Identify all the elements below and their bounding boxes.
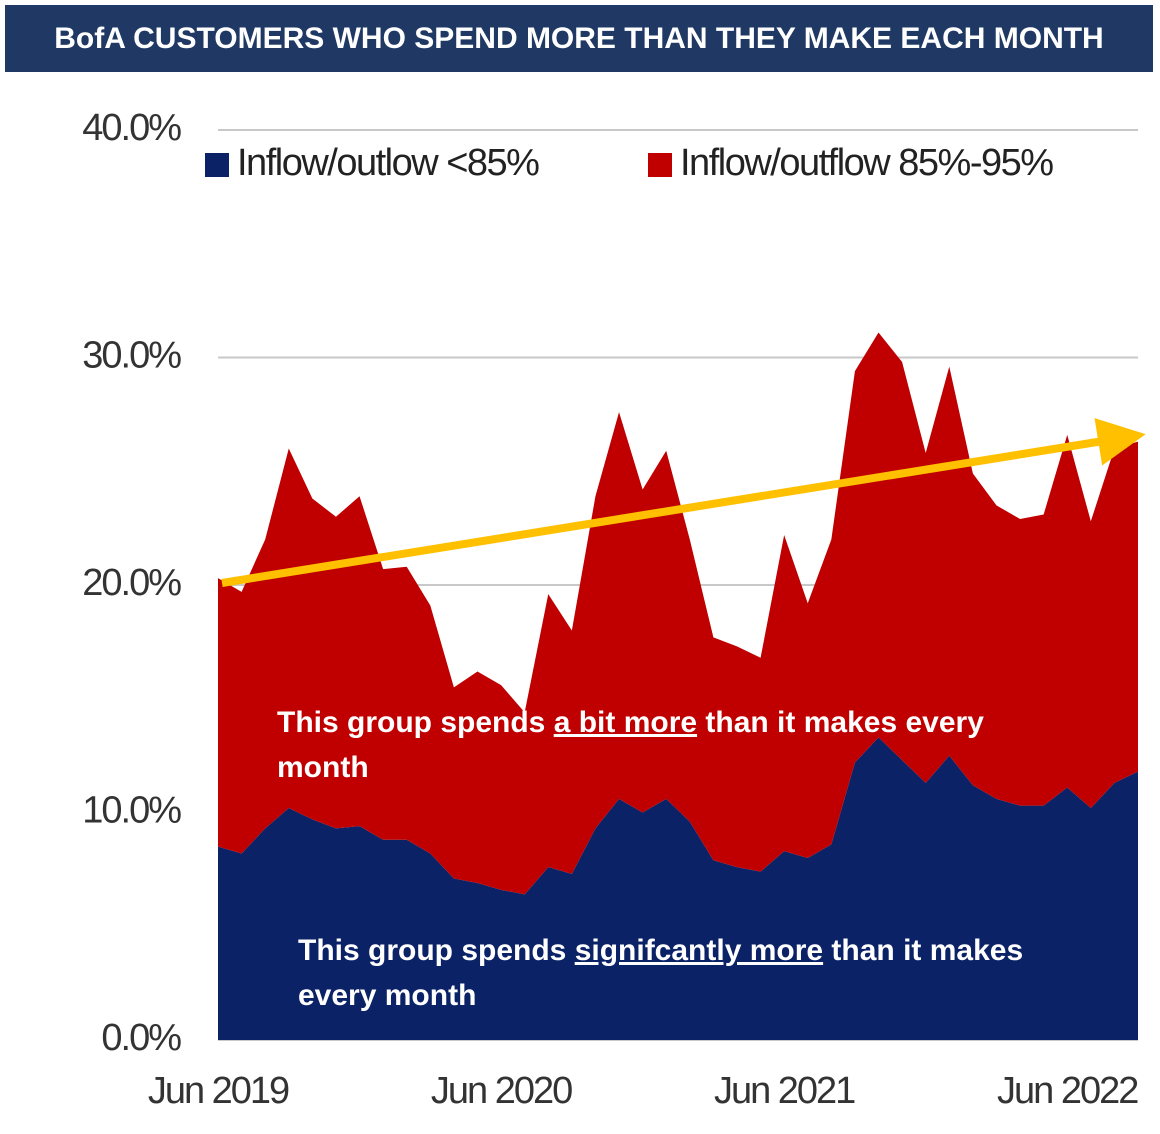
y-tick-label: 0.0% [101, 1017, 181, 1059]
legend-swatch [205, 153, 229, 177]
chart-title: BofA CUSTOMERS WHO SPEND MORE THAN THEY … [54, 21, 1104, 55]
y-tick-label: 40.0% [82, 107, 181, 149]
legend-label: Inflow/outlow <85% [237, 142, 539, 184]
trend-arrow [221, 418, 1146, 587]
title-banner: BofA CUSTOMERS WHO SPEND MORE THAN THEY … [5, 5, 1153, 72]
annotation-emphasis: signifcantly more [574, 934, 824, 967]
x-tick-label: Jun 2020 [431, 1070, 572, 1112]
x-tick-label: Jun 2021 [714, 1070, 855, 1112]
legend-swatch [648, 153, 672, 177]
annotation-text: than it makes every month [277, 706, 984, 784]
area [218, 737, 1138, 1040]
y-tick-label: 20.0% [82, 562, 181, 604]
annotation-text: This group spends [277, 706, 554, 739]
annotation-emphasis: a bit more [553, 706, 698, 739]
legend-label: Inflow/outflow 85%-95% [680, 142, 1053, 184]
x-tick-label: Jun 2022 [997, 1070, 1138, 1112]
y-tick-label: 10.0% [82, 790, 181, 832]
annotation: This group spends signifcantly more than… [298, 928, 1098, 1018]
y-tick-label: 30.0% [82, 335, 181, 377]
annotation-text: This group spends [298, 934, 575, 967]
annotation-text: than it makes every month [298, 934, 1024, 1012]
annotation: This group spends a bit more than it mak… [277, 700, 1067, 790]
x-tick-label: Jun 2019 [148, 1070, 289, 1112]
